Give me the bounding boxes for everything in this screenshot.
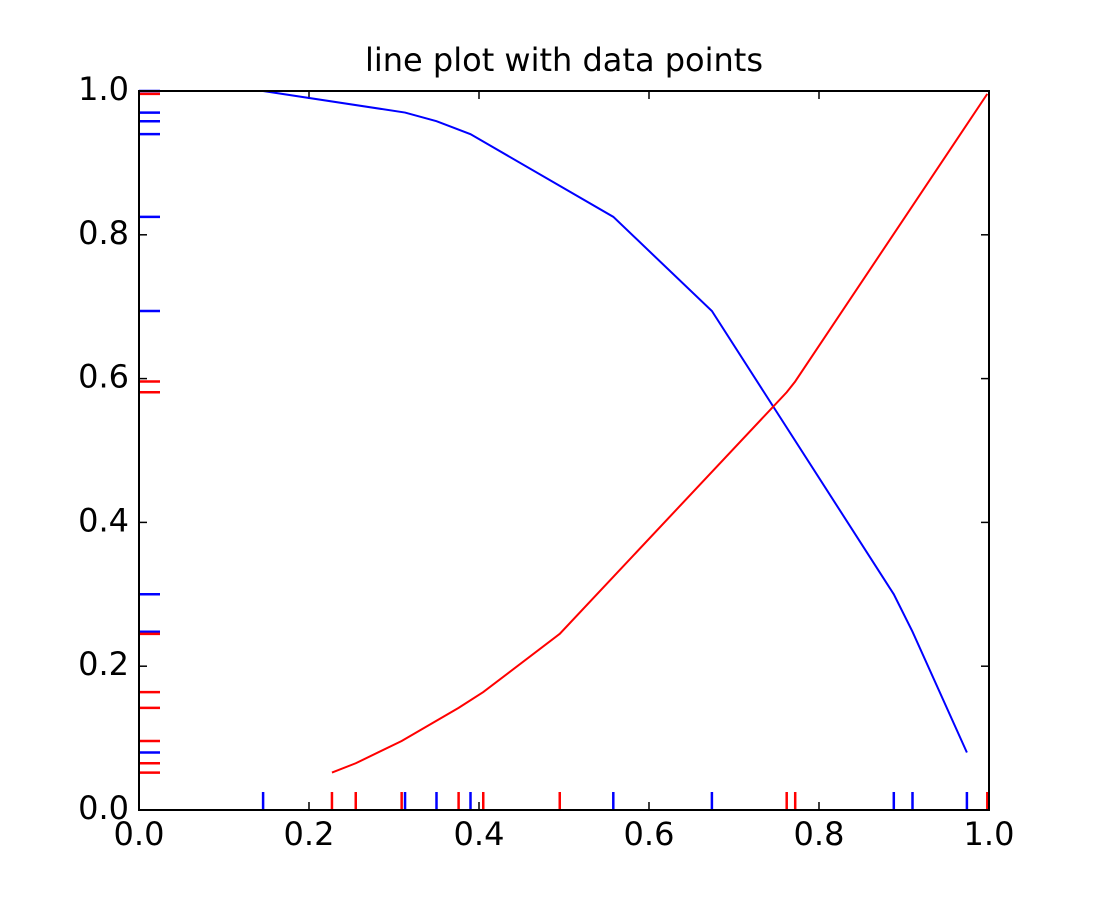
y-tick-label: 1.0 xyxy=(78,70,129,108)
x-tick-label: 0.6 xyxy=(624,815,675,853)
x-tick-label: 0.8 xyxy=(794,815,845,853)
line xyxy=(331,93,989,774)
x-tick-label: 0.2 xyxy=(284,815,335,853)
y-tick-label: 0.6 xyxy=(78,358,129,396)
x-tick-label: 0.0 xyxy=(114,815,165,853)
plot-frame xyxy=(138,90,990,811)
x-tick-label: 1.0 xyxy=(964,815,1015,853)
chart-title: line plot with data points xyxy=(365,41,763,79)
y-tick-label: 0.4 xyxy=(78,501,129,539)
y-tick-label: 0.2 xyxy=(78,645,129,683)
y-tick-label: 0.0 xyxy=(78,789,129,827)
x-tick-label: 0.4 xyxy=(454,815,505,853)
line xyxy=(262,90,968,753)
y-tick-label: 0.8 xyxy=(78,214,129,252)
